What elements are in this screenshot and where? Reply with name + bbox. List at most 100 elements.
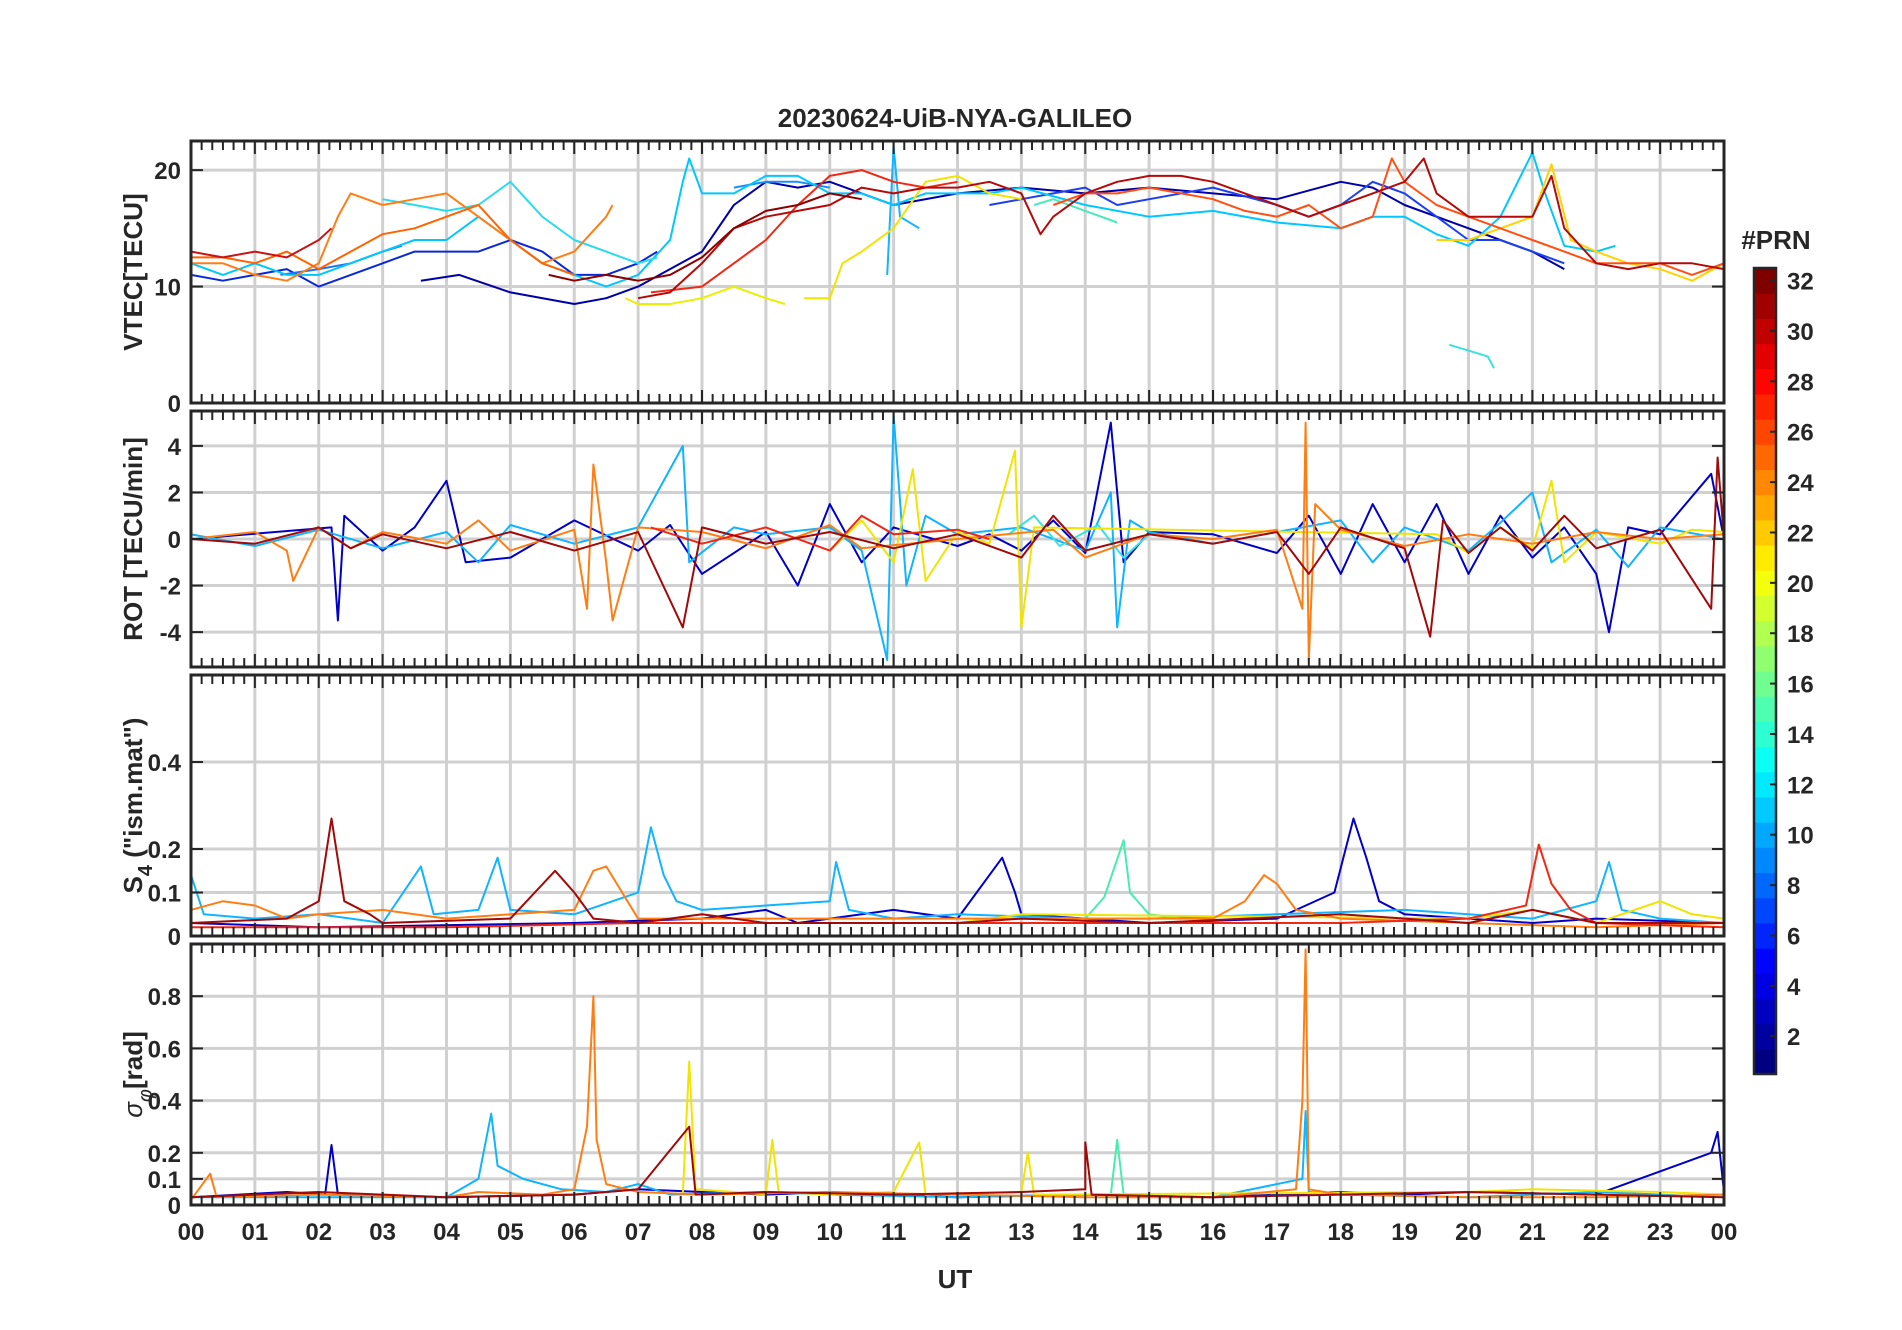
x-tick-label: 07 [625,1219,652,1246]
colorbar-tick-label: 28 [1787,369,1814,396]
x-tick-label: 03 [369,1219,396,1246]
x-tick-label: 06 [561,1219,588,1246]
colorbar-segment-16 [1754,671,1776,697]
x-tick-label: 00 [1711,1219,1738,1246]
vtec-axes-box [189,139,1726,405]
rot-series-prn-28 [650,514,990,552]
colorbar-segment-5 [1754,948,1776,974]
rot-y-tick-label: 0 [168,527,181,554]
s4-y-tick-label: 0 [168,924,181,951]
vtec-series-prn-25 [191,204,575,276]
colorbar-segment-21 [1754,545,1776,571]
colorbar-segment-7 [1754,897,1776,924]
sigma-y-label-sub: φ [135,1089,157,1102]
colorbar-tick-label: 24 [1787,470,1814,497]
vtec-y-tick-label: 10 [154,275,181,302]
sigma-axes-box [189,942,1726,1207]
rot-panel: -4 -2 0 2 4 ROT [TECU/min] [118,409,1726,669]
colorbar-segment-4 [1754,973,1776,999]
vtec-series-prn-21 [804,174,1022,300]
colorbar-tick-label: 12 [1787,772,1814,799]
rot-y-tick-label: 4 [168,434,182,461]
x-tick-label: 00 [178,1219,205,1246]
colorbar-segment-12 [1754,771,1776,798]
colorbar-segment-26 [1754,419,1776,445]
rot-series-prn-31 [191,456,1724,638]
s4-y-label-sub: 4 [135,864,157,876]
colorbar-segment-28 [1754,368,1776,395]
rot-y-tick-label: -2 [160,574,181,601]
vtec-series-group [191,145,1724,369]
colorbar-segment-17 [1754,645,1776,672]
vtec-series-prn-32 [548,192,862,282]
rot-series-prn-2 [191,421,1724,634]
x-tick-label: 22 [1583,1219,1610,1246]
rot-series-prn-14 [1008,514,1150,559]
vtec-series-prn-13 [1449,343,1495,369]
rot-series-prn-24 [191,421,1724,661]
x-tick-label: 04 [433,1219,460,1246]
colorbar-tick-label: 10 [1787,823,1814,850]
colorbar-segment-20 [1754,570,1776,596]
colorbar-tick-label: 2 [1787,1024,1800,1051]
vtec-series-prn-30 [191,227,333,259]
colorbar-tick-label: 32 [1787,269,1814,296]
x-tick-label: 20 [1455,1219,1482,1246]
vtec-series-prn-22 [1436,163,1724,282]
sigma-y-axis-label: σφ[rad] [118,1031,157,1118]
x-tick-label: 15 [1136,1219,1163,1246]
x-tick-label: 11 [881,1219,906,1246]
colorbar-tick-label: 30 [1787,319,1814,346]
colorbar-segment-31 [1754,293,1776,319]
colorbar-segment-18 [1754,620,1776,647]
x-tick-label: 18 [1327,1219,1354,1246]
colorbar-segment-14 [1754,721,1776,748]
colorbar-tick-label: 26 [1787,420,1814,447]
vtec-y-tick-label: 0 [168,391,181,418]
rot-series-prn-21 [829,449,1724,629]
colorbar-frame [1752,266,1778,1076]
rot-y-axis-label: ROT [TECU/min] [118,437,148,641]
colorbar-tick-label: 20 [1787,571,1814,598]
s4-series-prn-10 [191,826,1724,924]
sigma-y-tick-label: 0.1 [148,1167,181,1194]
rot-series-group [191,414,1724,661]
x-tick-label: 16 [1200,1219,1227,1246]
s4-axes-box [189,673,1726,938]
x-tick-label: 23 [1647,1219,1674,1246]
s4-panel: 00.10.20.4S4 ("ism.mat") [118,673,1726,951]
colorbar-title: #PRN [1741,225,1810,255]
colorbar-segment-15 [1754,696,1776,722]
colorbar-segment-8 [1754,872,1776,899]
x-tick-label: 13 [1008,1219,1035,1246]
colorbar-segment-9 [1754,847,1776,873]
vtec-series-prn-28 [650,169,958,294]
vtec-series-prn-11 [191,151,1616,288]
vtec-series-prn-26 [1052,157,1724,276]
colorbar-tick-label: 14 [1787,722,1814,749]
colorbar-tick-label: 4 [1787,974,1801,1001]
colorbar-segment-6 [1754,922,1776,949]
colorbar-segment-1 [1754,1048,1776,1075]
x-tick-label: 05 [497,1219,524,1246]
rot-y-tick-label: -4 [160,620,182,647]
sigma-y-tick-label: 0.4 [148,1089,182,1116]
rot-axes-box [189,409,1726,669]
x-tick-label: 14 [1072,1219,1099,1246]
sigma-y-tick-label: 0.8 [148,984,181,1011]
x-tick-label: 02 [305,1219,332,1246]
s4-y-tick-label: 0.2 [148,837,181,864]
colorbar-tick-label: 16 [1787,672,1814,699]
x-tick-label: 21 [1519,1219,1546,1246]
vtec-series-prn-1 [420,180,1565,305]
sigma-y-tick-label: 0 [168,1193,181,1220]
colorbar-tick-label: 22 [1787,520,1814,547]
colorbar-tick-label: 6 [1787,923,1800,950]
colorbar-segment-2 [1754,1023,1776,1050]
sigma-y-label-rest: [rad] [118,1031,148,1089]
vtec-series-prn-4 [191,239,658,288]
colorbar-segment-24 [1754,469,1776,496]
colorbar-segment-27 [1754,393,1776,420]
